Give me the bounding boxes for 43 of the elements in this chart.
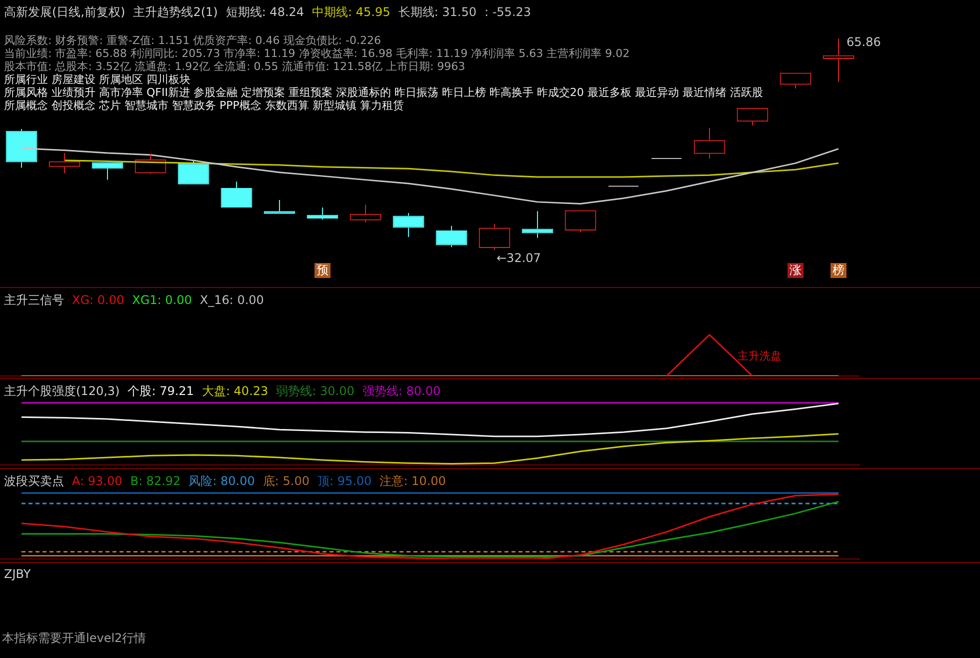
- text: A: 93.00: [72, 474, 122, 488]
- annotation: 所属行业 房屋建设 所属地区 四川板块: [4, 73, 192, 86]
- annotation: 当前业绩: 市盈率: 65.88 利润同比: 205.73 市净率: 11.19 净资收益率: 16.98 毛利率: 11.19 净利润率 5.63 主营利润率 9.02: [4, 47, 631, 60]
- text: 注意: 10.00: [380, 474, 446, 488]
- series-label: 个股: 79.21: [128, 384, 194, 398]
- chart-title: 波段买卖点: [4, 474, 64, 488]
- text: 大盘: 40.23: [202, 384, 268, 398]
- candlestick: [264, 200, 296, 214]
- text: X_16: 0.00: [200, 293, 264, 307]
- annotation: 所属概念 创投概念 芯片 智慧城市 智慧政务 PPP概念 东数西算 新型城镇 算力租赁: [4, 99, 405, 112]
- text: 涨: [790, 263, 802, 278]
- text: XG: 0.00: [72, 293, 124, 307]
- text: XG1: 0.00: [132, 293, 192, 307]
- chart-subtitle: 主升趋势线2(1): [133, 5, 218, 19]
- annotation: 主升洗盘: [738, 350, 782, 363]
- text: 预: [316, 263, 328, 278]
- candlestick: [220, 181, 252, 208]
- chart-title: 高新发展(日线,前复权): [4, 5, 126, 19]
- text: 弱势线: 30.00: [276, 384, 354, 398]
- text: ZJBY: [4, 567, 31, 581]
- candlestick: [392, 212, 424, 238]
- series-label: 风险: 80.00: [188, 474, 255, 488]
- text: 中期线: 45.95: [312, 5, 390, 19]
- series-label: 强势线: 80.00: [362, 384, 441, 398]
- candlestick: [178, 160, 210, 184]
- text: : -55.23: [484, 5, 532, 19]
- text: ←32.07: [496, 251, 541, 266]
- candlestick: [436, 225, 468, 248]
- text: 长期线: 31.50: [398, 5, 476, 19]
- annotation: 65.86: [846, 34, 881, 49]
- candlestick: [522, 210, 554, 238]
- annotation: 风险系数: 财务预警: 重警-Z值: 1.151 优质资产率: 0.46 现金负债比: -0.226: [4, 34, 382, 47]
- text: B: 82.92: [130, 474, 181, 488]
- chart-title: 主升三信号: [4, 293, 64, 307]
- text: 短期线: 48.24: [226, 5, 304, 19]
- text: 底: 5.00: [262, 474, 310, 488]
- annotation: 股本市值: 总股本: 3.52亿 流通盘: 1.92亿 全流通: 0.55 流通市值: 121.58亿 上市日期: 9963: [4, 60, 466, 73]
- series-label: 顶: 95.00: [317, 474, 372, 488]
- annotation: 所属风格 业绩预升 高市净率 QFII新进 参股金融 定增预案 重组预案 深股通标的 昨日振荡 昨日上榜 昨高换手 昨成交20 最近多板 最近异动 最近情绪 活跃股: [4, 86, 763, 99]
- candlestick: [6, 128, 38, 168]
- text: 榜: [832, 263, 844, 278]
- text: 本指标需要开通level2行情: [2, 630, 146, 647]
- chart-title: 主升个股强度(120,3): [4, 384, 120, 398]
